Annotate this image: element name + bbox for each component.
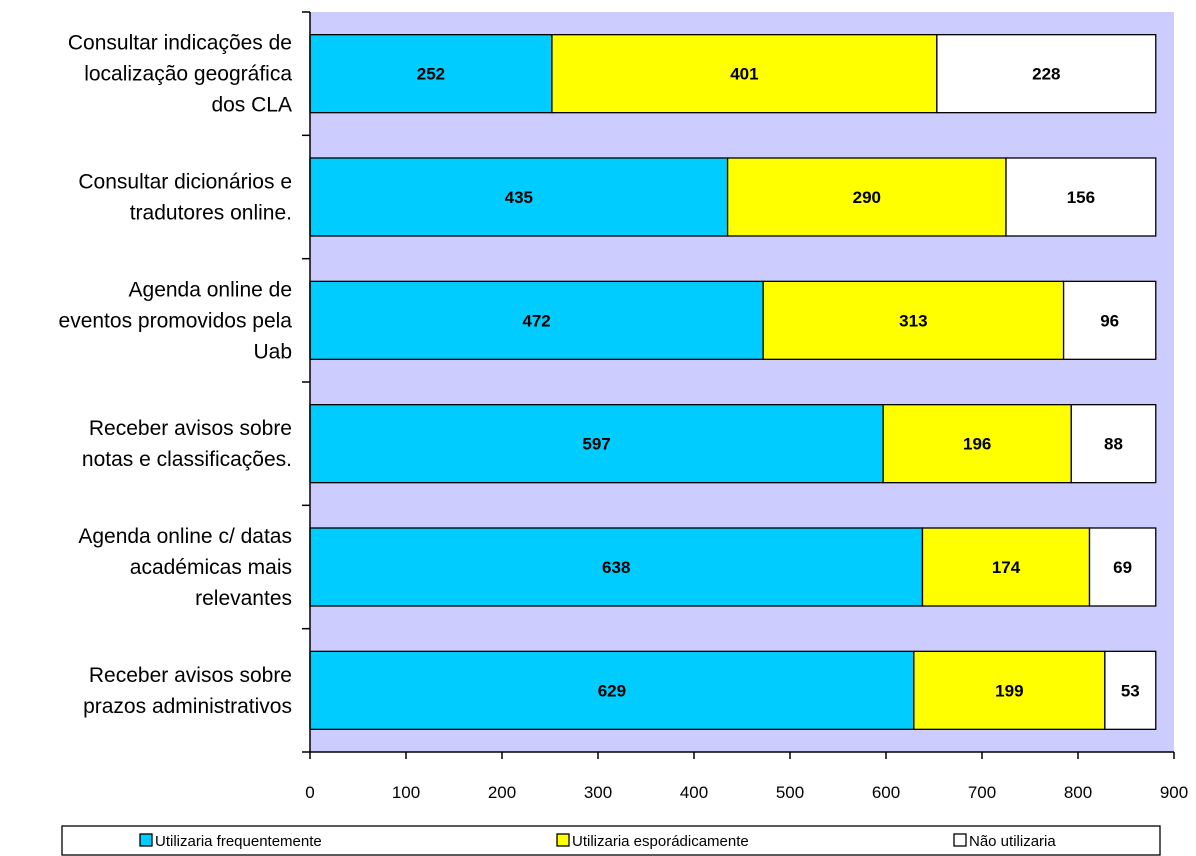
- x-tick-label: 800: [1064, 783, 1092, 802]
- data-label: 69: [1113, 558, 1132, 577]
- category-label-line: Consultar dicionários e: [78, 171, 292, 194]
- legend-box: [61, 825, 1161, 856]
- bar-segment: [309, 527, 924, 607]
- x-tick-label: 100: [392, 783, 420, 802]
- category-label: Agenda online c/ datas académicas mais rel…: [78, 525, 292, 610]
- data-label: 313: [899, 311, 927, 330]
- data-label: 252: [417, 65, 445, 84]
- category-label-line: Agenda online de: [129, 278, 292, 301]
- x-tick-label: 700: [968, 783, 996, 802]
- bar-segment: [309, 404, 884, 484]
- bar-segment: [936, 34, 1157, 114]
- bar-segment: [1062, 280, 1157, 360]
- bar-segment: [913, 650, 1106, 730]
- x-tick-label: 300: [584, 783, 612, 802]
- data-label: 228: [1032, 65, 1060, 84]
- bar-segment: [882, 404, 1072, 484]
- category-label: Agenda online de eventos promovidos pela U…: [59, 278, 293, 363]
- category-label: Receber avisos sobre prazos administrativ…: [83, 664, 292, 718]
- bar-segment: [726, 157, 1007, 237]
- bar-segment: [1088, 527, 1157, 607]
- legend: Utilizaria frequentemente Utilizaria espo…: [61, 825, 1161, 856]
- data-label: 199: [995, 681, 1023, 700]
- bars: 252 401 228 435 290 156 472 313 96 597 196 88 638 174…: [309, 34, 1157, 730]
- x-tick-label: 0: [305, 783, 314, 802]
- category-label: Receber avisos sobre notas e classificaçõ…: [82, 417, 292, 471]
- category-label-line: eventos promovidos pela: [59, 309, 293, 332]
- data-label: 629: [598, 681, 626, 700]
- legend-swatch: [953, 833, 967, 847]
- bar-segment: [309, 34, 553, 114]
- data-label: 638: [602, 558, 630, 577]
- category-label-line: relevantes: [195, 587, 292, 610]
- bar-segment: [551, 34, 938, 114]
- x-tick-label: 600: [872, 783, 900, 802]
- legend-swatch: [556, 833, 570, 847]
- x-tick-label: 900: [1160, 783, 1188, 802]
- category-label-line: Uab: [253, 340, 292, 363]
- data-label: 88: [1104, 435, 1123, 454]
- data-label: 597: [582, 435, 610, 454]
- legend-swatch: [139, 833, 153, 847]
- data-label: 174: [992, 558, 1021, 577]
- bar-segment: [762, 280, 1065, 360]
- data-label: 96: [1100, 311, 1119, 330]
- axes: 0 100 200 300 400 500 600 700 800 900: [302, 11, 1188, 802]
- bar-segment: [309, 650, 915, 730]
- plot-area: [310, 12, 1174, 752]
- category-label-line: dos CLA: [211, 94, 292, 117]
- category-label-line: notas e classificações.: [82, 448, 292, 471]
- legend-label: Utilizaria esporádicamente: [572, 833, 749, 850]
- legend-label: Não utilizaria: [969, 833, 1056, 850]
- category-label-line: localização geográfica: [84, 63, 292, 86]
- category-label-line: Receber avisos sobre: [89, 417, 292, 440]
- category-label-line: Receber avisos sobre: [89, 664, 292, 687]
- category-labels: Consultar indicações de localização geogr…: [59, 32, 293, 718]
- legend-label: Utilizaria frequentemente: [155, 833, 322, 850]
- category-label-line: Consultar indicações de: [68, 32, 292, 55]
- data-label: 401: [730, 65, 758, 84]
- category-label-line: Agenda online c/ datas: [78, 525, 292, 548]
- data-label: 156: [1067, 188, 1095, 207]
- data-label: 472: [522, 311, 550, 330]
- x-tick-label: 200: [488, 783, 516, 802]
- data-label: 435: [505, 188, 533, 207]
- category-label-line: prazos administrativos: [83, 695, 292, 718]
- bar-segment: [1070, 404, 1157, 484]
- data-label: 53: [1121, 681, 1140, 700]
- category-label: Consultar dicionários e tradutores online…: [78, 171, 292, 225]
- category-label-line: tradutores online.: [130, 202, 292, 225]
- category-label: Consultar indicações de localização geogr…: [68, 32, 292, 117]
- data-label: 196: [963, 435, 991, 454]
- category-label-line: académicas mais: [130, 556, 292, 579]
- bar-segment: [1104, 650, 1157, 730]
- data-label: 290: [853, 188, 881, 207]
- x-tick-label: 400: [680, 783, 708, 802]
- bar-segment: [309, 280, 764, 360]
- bar-segment: [309, 157, 729, 237]
- bar-segment: [1005, 157, 1157, 237]
- x-tick-label: 500: [776, 783, 804, 802]
- bar-segment: [921, 527, 1091, 607]
